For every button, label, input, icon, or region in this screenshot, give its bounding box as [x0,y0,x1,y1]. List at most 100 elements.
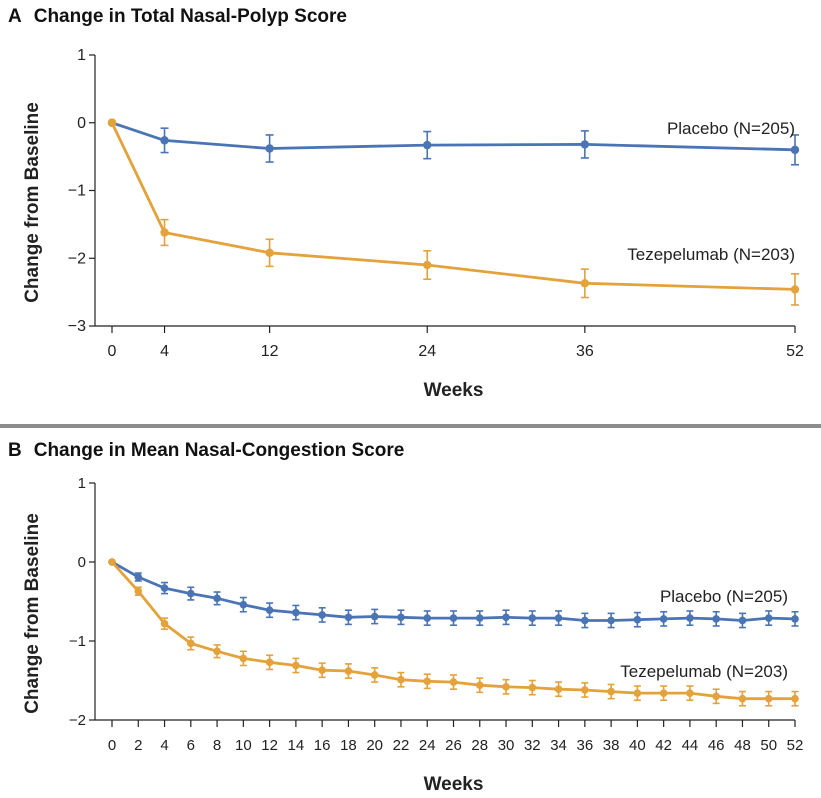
b-tezepelumab-point [554,685,563,693]
b-y-tick-label: 1 [78,475,86,492]
chart-b: 10−1−20 2 4 6 8 10 12 14 16 18 20 22 24 26 28 30 32 34 36 3… [22,475,803,795]
a-series-tezepelumab [107,118,800,306]
b-x-tick-label: 16 [314,737,331,754]
a-x-tick-label: 4 [160,343,169,360]
a-x-tick-label: 12 [261,343,279,360]
b-x-tick-label: 50 [760,737,777,754]
a-series-placebo [107,118,800,166]
b-x-tick-label: 10 [235,737,252,754]
b-tezepelumab-point [213,647,221,656]
b-x-tick-label: 8 [213,737,221,754]
b-placebo-point [187,589,195,598]
b-tezepelumab-point [449,678,458,686]
a-x-tick-label: 0 [108,343,117,360]
b-placebo-point [134,573,143,581]
b-placebo-point [397,613,405,622]
b-x-tick-label: 20 [366,737,383,754]
b-x-tick-label: 2 [134,737,142,754]
b-x-tick-label: 42 [655,737,672,754]
b-x-tick-label: 38 [603,737,620,754]
a-tezepelumab-label: Tezepelumab (N=203) [627,245,795,264]
b-tezepelumab-point [108,558,116,566]
b-tezepelumab-point [370,671,379,679]
chart-a: 1 0 −1 −2 −3 0 4 12 24 36 52 Weeks Change from Basel… [22,47,804,401]
a-placebo-label: Placebo (N=205) [667,119,795,138]
a-placebo-point [160,136,169,145]
b-tezepelumab-point [738,694,747,703]
b-x-tick-label: 46 [708,737,725,754]
panel-divider [0,424,821,428]
a-y-tick-label: −1 [68,183,86,200]
b-tezepelumab-point [764,694,773,703]
b-tezepelumab-point [607,687,615,696]
b-placebo-point [633,615,642,624]
b-series-placebo [108,558,799,629]
b-tezepelumab-point [502,683,510,691]
b-tezepelumab-point [265,658,274,667]
panel-b-title-text: Change in Mean Nasal-Congestion Score [33,440,405,461]
a-x-axis-label: Weeks [424,380,484,401]
b-y-axis-label: Change from Baseline [22,513,43,714]
b-x-tick-label: 24 [419,737,436,754]
b-x-tick-label: 34 [550,737,567,754]
b-y-tick-label: −1 [69,633,86,650]
b-placebo-label: Placebo (N=205) [660,587,788,606]
a-tezepelumab-point [107,118,117,127]
panel-a: A Change in Total Nasal-Polyp Score 1 0 −1 −… [8,6,804,401]
b-placebo-point [764,614,773,622]
a-tezepelumab-point [423,260,432,270]
b-placebo-point [791,615,799,623]
b-x-tick-label: 28 [471,737,488,754]
panel-b-letter: B [8,440,22,461]
b-tezepelumab-point [134,587,143,596]
b-tezepelumab-point [791,694,799,703]
b-x-tick-label: 18 [340,737,357,754]
b-y-tick-label: 0 [78,554,86,571]
b-placebo-point [607,616,615,625]
b-tezepelumab-point [239,654,248,663]
b-tezepelumab-point [160,619,169,628]
a-x-tick-label: 52 [786,343,804,360]
a-y-tick-label: 0 [77,115,86,132]
b-x-tick-label: 0 [108,737,116,754]
b-tezepelumab-point [344,667,353,675]
b-tezepelumab-point [292,661,300,670]
b-tezepelumab-point [397,675,405,684]
b-placebo-point [686,614,694,622]
b-x-tick-label: 4 [160,737,168,754]
b-tezepelumab-point [318,666,326,675]
b-placebo-point [449,614,458,622]
b-x-tick-label: 26 [445,737,462,754]
b-x-tick-label: 36 [577,737,594,754]
b-placebo-point [160,584,169,592]
b-placebo-point [265,606,274,614]
a-y-tick-label: −3 [68,318,86,335]
b-placebo-point [738,616,747,625]
panel-b: B Change in Mean Nasal-Congestion Score 1… [0,428,821,798]
b-tezepelumab-point [423,677,432,686]
b-tezepelumab-point [528,683,537,692]
a-x-tick-label: 36 [576,343,594,360]
b-tezepelumab-point [712,692,720,701]
b-placebo-point [502,613,510,622]
a-placebo-point [265,144,274,153]
b-tezepelumab-point [659,689,668,697]
b-tezepelumab-label: Tezepelumab (N=203) [620,662,788,681]
a-y-tick-label: −2 [68,250,86,267]
b-x-tick-label: 40 [629,737,646,754]
b-placebo-point [659,615,668,623]
b-placebo-point [554,614,563,622]
panel-a-title: A Change in Total Nasal-Polyp Score [8,6,347,28]
a-tezepelumab-point [160,228,169,237]
a-tezepelumab-point [790,285,800,294]
b-x-tick-label: 44 [682,737,699,754]
b-placebo-point [475,614,484,622]
a-placebo-point [423,140,432,150]
b-placebo-point [581,616,589,625]
b-x-tick-label: 32 [524,737,541,754]
b-x-tick-label: 6 [187,737,195,754]
b-placebo-point [423,614,432,622]
b-placebo-point [712,615,720,623]
b-tezepelumab-point [633,689,642,697]
b-x-tick-label: 14 [288,737,305,754]
